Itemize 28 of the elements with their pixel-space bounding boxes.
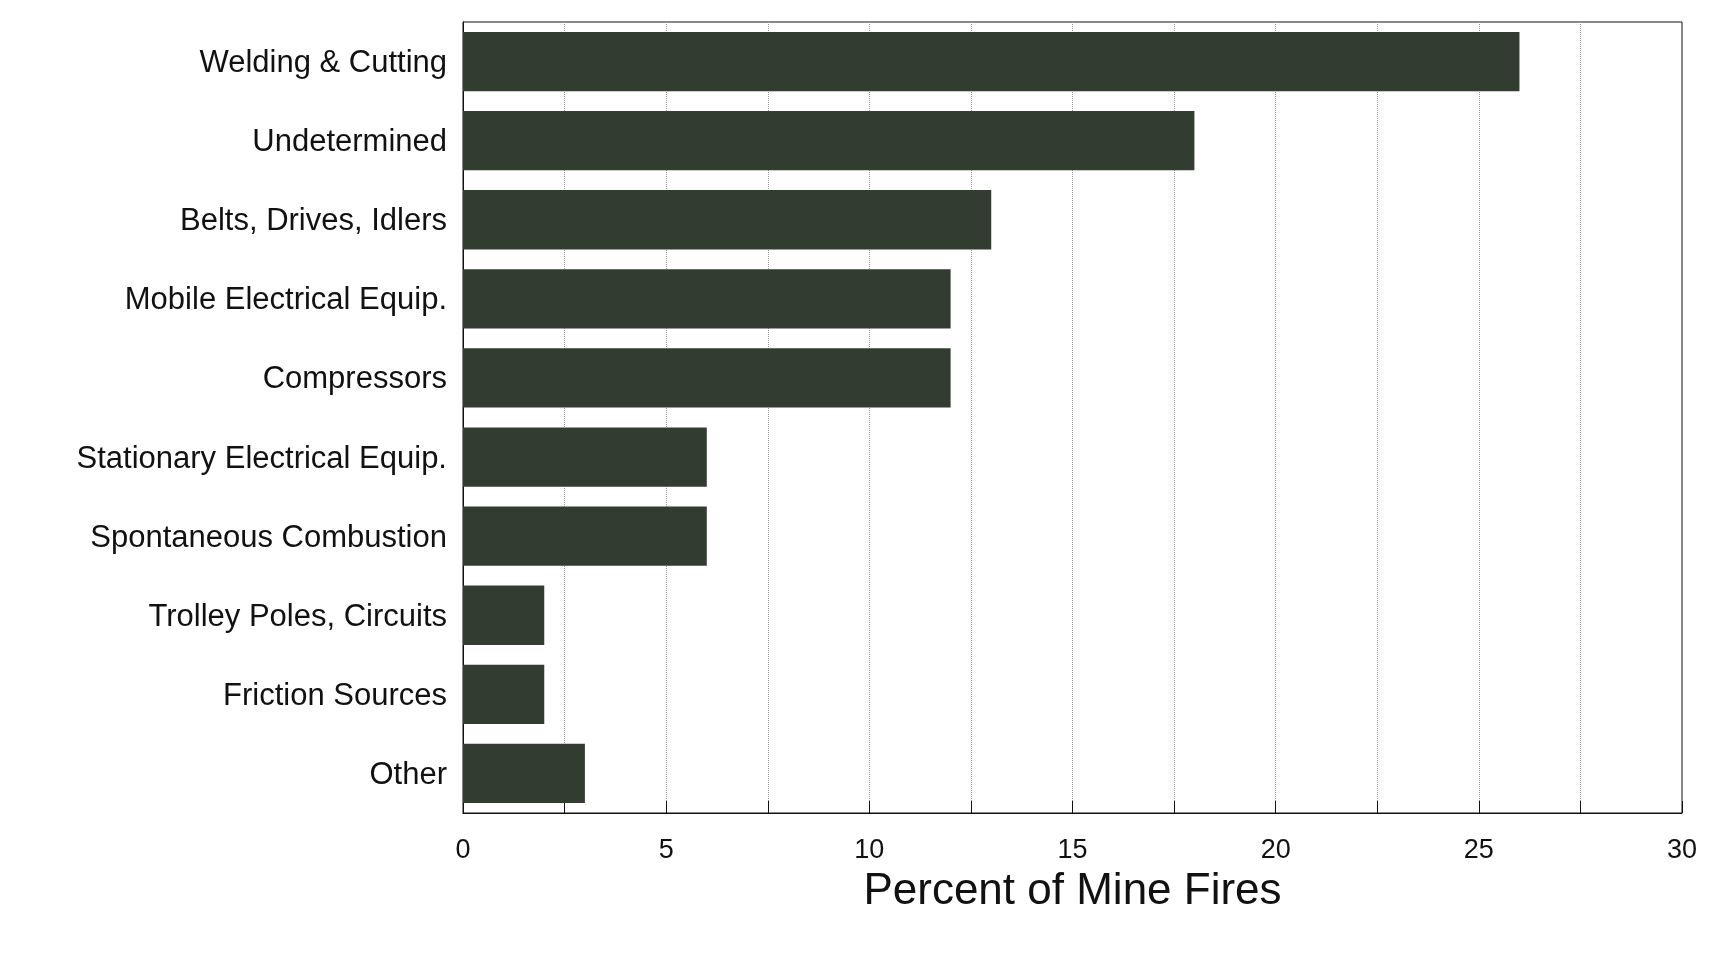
bar: [463, 664, 545, 725]
bar: [463, 743, 585, 804]
bar: [463, 31, 1520, 92]
bar: [463, 348, 951, 408]
x-tick-label: 25: [1463, 833, 1494, 864]
x-tick-label: 5: [658, 833, 674, 864]
bar: [463, 585, 545, 645]
bar: [463, 427, 707, 487]
y-tick-label: Welding & Cutting: [199, 44, 447, 80]
x-tick-label: 15: [1057, 833, 1088, 864]
x-tick-label: 0: [455, 833, 471, 864]
x-tick-label: 20: [1260, 833, 1291, 864]
y-tick-label: Undetermined: [252, 123, 447, 159]
y-tick-label: Stationary Electrical Equip.: [76, 439, 447, 475]
y-tick-label: Friction Sources: [223, 676, 447, 712]
x-tick-label: 10: [854, 833, 885, 864]
y-tick-label: Trolley Poles, Circuits: [148, 597, 447, 633]
y-tick-label: Belts, Drives, Idlers: [179, 202, 447, 238]
y-tick-label: Spontaneous Combustion: [90, 518, 447, 554]
bar: [463, 506, 707, 566]
bar: [463, 269, 951, 329]
bar: [463, 110, 1195, 171]
y-tick-label: Compressors: [262, 360, 447, 396]
bar: [463, 190, 992, 250]
y-tick-label: Other: [369, 755, 447, 791]
y-tick-label: Mobile Electrical Equip.: [124, 281, 447, 317]
x-axis-title: Percent of Mine Fires: [863, 864, 1282, 914]
x-tick-label: 30: [1666, 833, 1698, 864]
